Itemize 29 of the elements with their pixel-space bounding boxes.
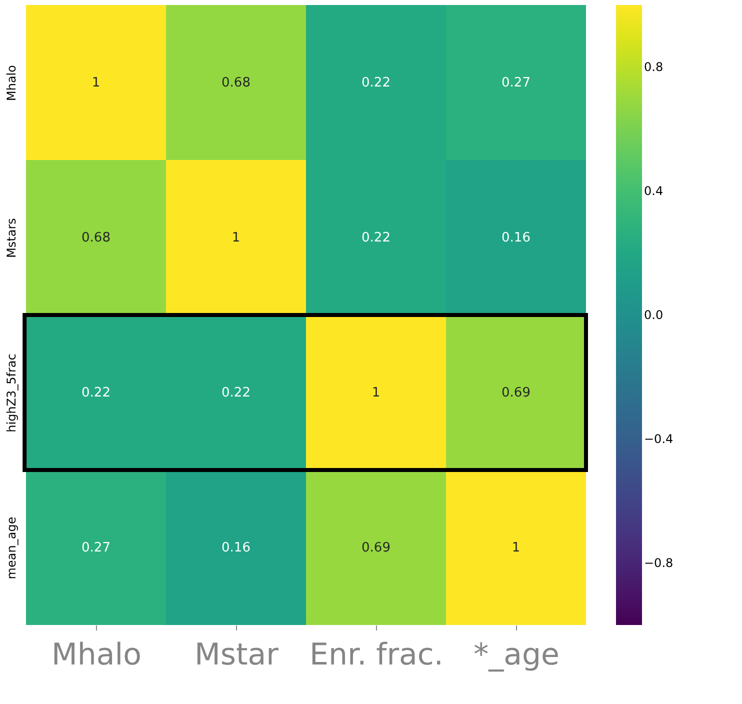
y-tick-label: mean_age (4, 516, 18, 580)
data-label: 0.16 (222, 540, 250, 556)
data-label: 0.27 (82, 540, 110, 556)
y-tick-label: highZ3_5frac (4, 354, 18, 432)
data-label: 0.22 (362, 230, 390, 246)
data-label: 1 (372, 386, 380, 400)
x-tick-label: Mhalo (52, 638, 142, 672)
x-tick-label: Enr. frac. (310, 638, 444, 672)
data-label: 1 (92, 76, 100, 90)
y-tick-label: Mhalo (4, 65, 18, 101)
data-label: 0.68 (82, 230, 110, 246)
color-bar-label: −0.4 (644, 432, 674, 446)
data-label: 0.68 (222, 76, 250, 90)
data-label: 0.22 (222, 386, 250, 400)
data-label: 1 (512, 540, 520, 556)
data-label: 0.16 (502, 230, 530, 246)
color-bar-label: −0.8 (644, 556, 674, 570)
x-tick-label: *_age (474, 638, 560, 672)
x-tick-label: Mstar (194, 638, 280, 672)
data-label: 0.69 (502, 386, 530, 400)
data-label: 0.69 (362, 540, 390, 556)
data-label: 0.27 (502, 76, 530, 90)
y-tick-label: Mstars (4, 218, 18, 258)
data-label: 1 (232, 230, 240, 246)
color-bar-label: 0.4 (644, 184, 664, 198)
data-label: 0.22 (362, 76, 390, 90)
color-bar-label: 0.8 (644, 60, 664, 74)
color-bar-label: 0.0 (644, 308, 664, 322)
data-label: 0.22 (82, 386, 110, 400)
